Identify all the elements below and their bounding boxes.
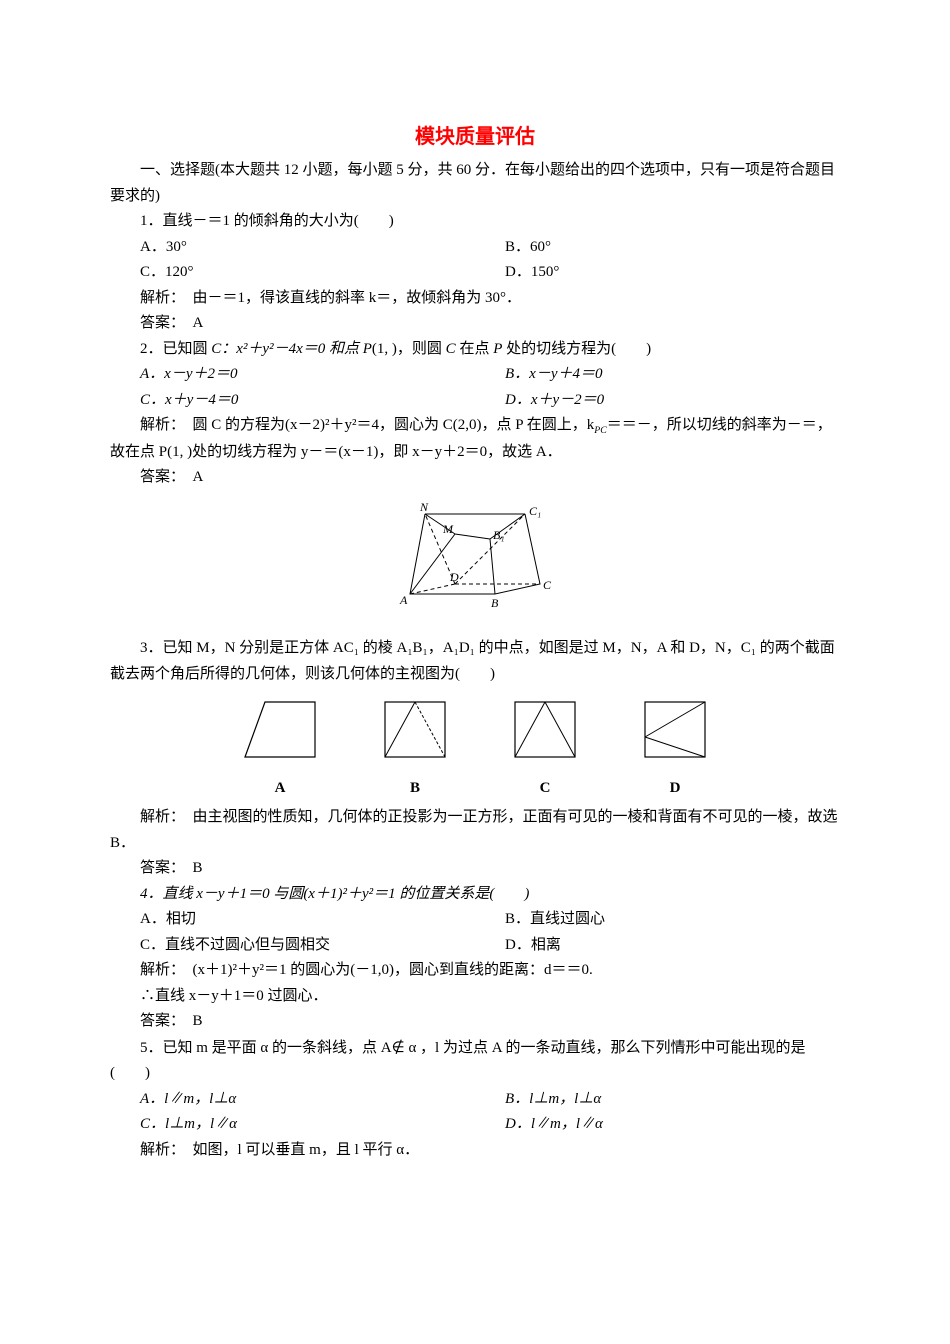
q5-opt-a: A．l∥m，l⊥α xyxy=(110,1087,475,1113)
q2-mid2: (1, )，则圆 xyxy=(372,341,446,357)
q5-options-row1: A．l∥m，l⊥α B．l⊥m，l⊥α xyxy=(110,1087,840,1113)
q1-answer: 答案： A xyxy=(110,311,840,337)
section-intro: 一、选择题(本大题共 12 小题，每小题 5 分，共 60 分．在每小题给出的四… xyxy=(110,158,840,209)
q4-analysis1: 解析： (x＋1)²＋y²＝1 的圆心为(－1,0)，圆心到直线的距离：d＝＝0… xyxy=(110,958,840,984)
lbl-d: D xyxy=(449,570,459,584)
lbl-a: A xyxy=(399,593,408,607)
q2-stem-pre: 2．已知圆 xyxy=(140,341,211,357)
q5-options-row2: C．l⊥m，l∥α D．l∥m，l∥α xyxy=(110,1112,840,1138)
shape-b-box: B xyxy=(380,697,450,801)
q2-analysis: 解析： 圆 C 的方程为(x－2)²＋y²＝4，圆心为 C(2,0)，点 P 在… xyxy=(110,413,840,465)
q2-stem: 2．已知圆 C：x²＋y²－4x＝0 和点 P(1, )，则圆 C 在点 P 处… xyxy=(110,337,840,363)
q4-opt-c: C．直线不过圆心但与圆相交 xyxy=(110,933,475,959)
q2-answer: 答案： A xyxy=(110,465,840,491)
cube-svg: N C₁ M B₁ A D B C xyxy=(385,499,565,619)
shape-d-box: D xyxy=(640,697,710,801)
lbl-c1: C₁ xyxy=(529,504,541,518)
q2-end: 处的切线方程为( ) xyxy=(502,341,651,357)
q2-c2: C xyxy=(446,341,456,357)
q2-c: C xyxy=(211,341,221,357)
q1-stem: 1．直线－＝1 的倾斜角的大小为( ) xyxy=(110,209,840,235)
q4-opt-b: B．直线过圆心 xyxy=(475,907,840,933)
q4-opt-d: D．相离 xyxy=(475,933,840,959)
q3-answer: 答案： B xyxy=(110,856,840,882)
q2-opt-d: D．x＋y－2＝0 xyxy=(475,388,840,414)
q3-options-figures: A B C D xyxy=(110,697,840,801)
q4-stem-text: 4．直线 x－y＋1＝0 与圆(x＋1)²＋y²＝1 的位置关系是( ) xyxy=(140,886,529,902)
q1-options-row2: C．120° D．150° xyxy=(110,260,840,286)
notin-icon: ∉ xyxy=(392,1039,405,1056)
q2-opt-c: C．x＋y－4＝0 xyxy=(110,388,475,414)
q2-options-row2: C．x＋y－4＝0 D．x＋y－2＝0 xyxy=(110,388,840,414)
shape-b-label: B xyxy=(380,776,450,802)
shape-d-label: D xyxy=(640,776,710,802)
q5-opt-c: C．l⊥m，l∥α xyxy=(110,1112,475,1138)
shape-b-svg xyxy=(380,697,450,762)
q2-opt-b: B．x－y＋4＝0 xyxy=(475,362,840,388)
q5-analysis: 解析： 如图，l 可以垂直 m，且 l 平行 α． xyxy=(110,1138,840,1164)
q1-options-row1: A．30° B．60° xyxy=(110,235,840,261)
shape-a-label: A xyxy=(240,776,320,802)
q2-p2: P xyxy=(493,341,502,357)
shape-c-svg xyxy=(510,697,580,762)
q4-answer: 答案： B xyxy=(110,1009,840,1035)
q2-options-row1: A．x－y＋2＝0 B．x－y＋4＝0 xyxy=(110,362,840,388)
q2-mid3: 在点 xyxy=(456,341,494,357)
q5-opt-d: D．l∥m，l∥α xyxy=(475,1112,840,1138)
q3-analysis: 解析： 由主视图的性质知，几何体的正投影为一正方形，正面有可见的一棱和背面有不可… xyxy=(110,805,840,856)
lbl-m: M xyxy=(442,522,454,536)
q1-opt-a: A．30° xyxy=(110,235,475,261)
q2-mid1: ：x²＋y²－4x＝0 和点 xyxy=(221,341,362,357)
lbl-b: B xyxy=(491,596,499,610)
q2-ana1: 解析： 圆 C 的方程为(x－2)²＋y²＝4，圆心为 C(2,0)，点 P 在… xyxy=(140,417,594,433)
q4-analysis2: ∴直线 x－y＋1＝0 过圆心． xyxy=(110,984,840,1010)
q4-options-row2: C．直线不过圆心但与圆相交 D．相离 xyxy=(110,933,840,959)
q1-opt-b: B．60° xyxy=(475,235,840,261)
q4-opt-a: A．相切 xyxy=(110,907,475,933)
shape-c-box: C xyxy=(510,697,580,801)
q3-stem: 3．已知 M，N 分别是正方体 AC₁ 的棱 A₁B₁，A₁D₁ 的中点，如图是… xyxy=(110,636,840,687)
lbl-n: N xyxy=(419,500,429,514)
cube-figure: N C₁ M B₁ A D B C xyxy=(110,499,840,629)
shape-c-label: C xyxy=(510,776,580,802)
q2-ana-sub: PC xyxy=(594,425,606,436)
lbl-b1: B₁ xyxy=(493,528,505,542)
shape-d-svg xyxy=(640,697,710,762)
q5-stem: 5．已知 m 是平面 α 的一条斜线，点 A∉ α ，l 为过点 A 的一条动直… xyxy=(110,1035,840,1087)
q1-opt-c: C．120° xyxy=(110,260,475,286)
q2-p: P xyxy=(363,341,372,357)
shape-a-svg xyxy=(240,697,320,762)
q1-opt-d: D．150° xyxy=(475,260,840,286)
q1-analysis: 解析： 由－＝1，得该直线的斜率 k＝，故倾斜角为 30°． xyxy=(110,286,840,312)
q4-options-row1: A．相切 B．直线过圆心 xyxy=(110,907,840,933)
page-title: 模块质量评估 xyxy=(110,120,840,154)
q4-stem: 4．直线 x－y＋1＝0 与圆(x＋1)²＋y²＝1 的位置关系是( ) xyxy=(110,882,840,908)
shape-a-box: A xyxy=(240,697,320,801)
q5-pre: 5．已知 m 是平面 α 的一条斜线，点 A xyxy=(140,1040,392,1056)
q2-opt-a: A．x－y＋2＝0 xyxy=(110,362,475,388)
q5-opt-b: B．l⊥m，l⊥α xyxy=(475,1087,840,1113)
lbl-c: C xyxy=(543,578,552,592)
